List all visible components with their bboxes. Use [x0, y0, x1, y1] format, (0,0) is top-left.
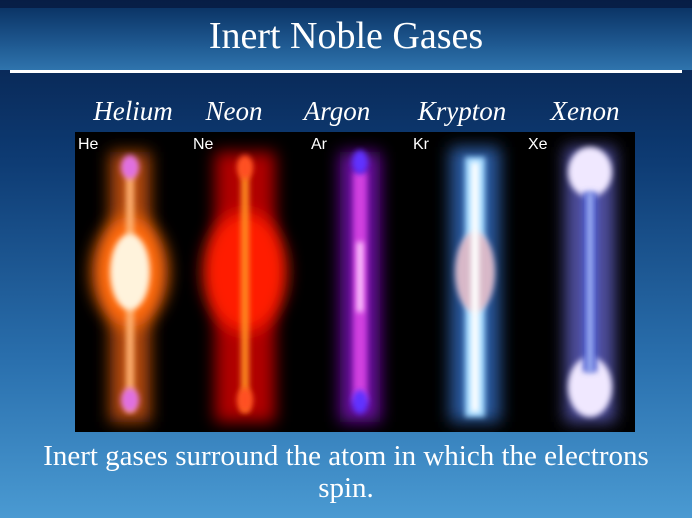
gas-name: Neon [206, 96, 263, 127]
xenon-tube [565, 147, 615, 422]
gas-name: Argon [304, 96, 371, 127]
gas-symbol: Kr [413, 136, 429, 154]
gas-symbol: Ar [311, 136, 327, 154]
slide-title: Inert Noble Gases [0, 14, 692, 58]
slide: Inert Noble Gases [0, 0, 692, 518]
argon-tube [340, 150, 380, 422]
gas-name: Krypton [418, 96, 507, 127]
gas-symbol: He [78, 136, 98, 154]
tubes [75, 132, 635, 432]
gas-name: Helium [93, 96, 172, 127]
krypton-tube [450, 147, 500, 422]
neon-tube [203, 152, 287, 422]
gas-symbol: Ne [193, 136, 213, 154]
gas-symbol: Xe [528, 136, 548, 154]
gas-name: Xenon [551, 96, 620, 127]
gas-tubes-image: He Ne Ar Kr Xe [75, 132, 635, 432]
caption: Inert gases surround the atom in which t… [40, 440, 652, 504]
helium-tube [92, 152, 168, 422]
title-rule [10, 70, 682, 73]
